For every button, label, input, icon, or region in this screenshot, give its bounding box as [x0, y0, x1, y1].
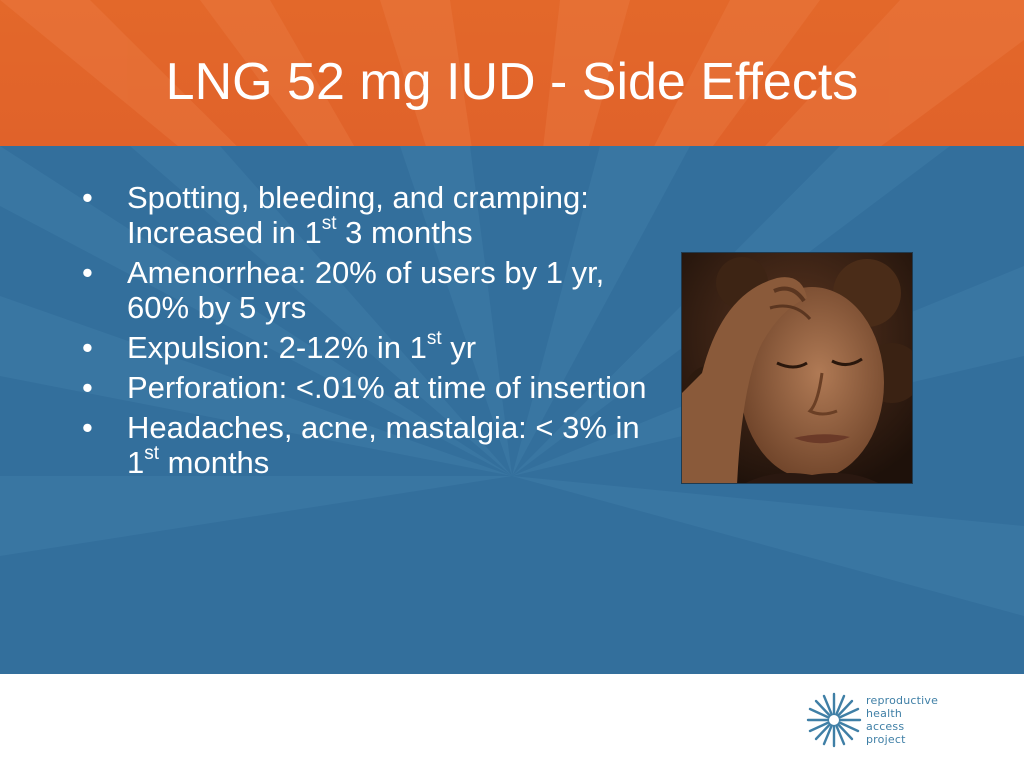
bullet-dot: •: [82, 330, 93, 365]
logo-text: reproductive health access project: [866, 694, 938, 746]
header-rays-decoration: [0, 0, 1024, 146]
bullet-item: • Perforation: <.01% at time of insertion: [82, 370, 662, 405]
bullet-dot: •: [82, 410, 93, 445]
bullet-item: • Spotting, bleeding, and cramping: Incre…: [82, 180, 662, 250]
starburst-logo-icon: [806, 692, 862, 748]
bullet-item: • Headaches, acne, mastalgia: < 3% in 1st…: [82, 410, 662, 480]
bullet-list: • Spotting, bleeding, and cramping: Incre…: [82, 180, 662, 485]
bullet-item: • Expulsion: 2-12% in 1st yr: [82, 327, 662, 365]
slide-title: LNG 52 mg IUD - Side Effects: [165, 53, 859, 111]
bullet-text-after: months: [159, 445, 270, 480]
bullet-superscript: st: [144, 442, 160, 464]
bullet-text: Perforation: <.01% at time of insertion: [127, 370, 647, 405]
logo-line: access: [866, 720, 905, 733]
bullet-text: Headaches, acne, mastalgia: < 3% in 1: [127, 410, 640, 480]
bullet-superscript: st: [321, 212, 337, 234]
logo-line: reproductive: [866, 694, 939, 707]
logo-line: project: [866, 733, 906, 746]
bullet-item: • Amenorrhea: 20% of users by 1 yr, 60% b…: [82, 255, 662, 325]
bullet-dot: •: [82, 255, 93, 290]
bullet-superscript: st: [426, 327, 442, 349]
bullet-text: Expulsion: 2-12% in 1: [127, 330, 427, 365]
bullet-text-after: 3 months: [336, 215, 473, 250]
bullet-text-after: yr: [441, 330, 477, 365]
bullet-text: Amenorrhea: 20% of users by 1 yr, 60% by…: [127, 255, 605, 325]
photo-illustration: [682, 253, 912, 483]
slide-header: LNG 52 mg IUD - Side Effects: [0, 0, 1024, 146]
bullet-dot: •: [82, 180, 93, 215]
logo-line: health: [866, 707, 903, 720]
bullet-text: Spotting, bleeding, and cramping: Increa…: [127, 180, 589, 250]
bullet-dot: •: [82, 370, 93, 405]
woman-with-headache-photo: [681, 252, 913, 484]
